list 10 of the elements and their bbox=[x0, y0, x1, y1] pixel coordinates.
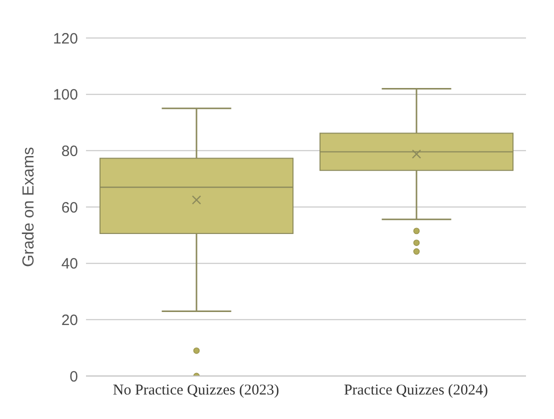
y-tick-label: 100 bbox=[52, 86, 78, 104]
y-tick-label: 80 bbox=[61, 142, 78, 160]
y-tick-label: 0 bbox=[70, 368, 78, 386]
x-tick-label: No Practice Quizzes (2023) bbox=[112, 382, 280, 399]
y-axis-title: Grade on Exams bbox=[20, 146, 38, 268]
y-tick-label: 20 bbox=[61, 312, 78, 329]
y-tick-label: 40 bbox=[61, 256, 78, 273]
x-tick-label: Practice Quizzes (2024) bbox=[344, 382, 488, 399]
y-tick-label: 60 bbox=[61, 199, 78, 216]
y-tick-label: 120 bbox=[52, 30, 78, 48]
